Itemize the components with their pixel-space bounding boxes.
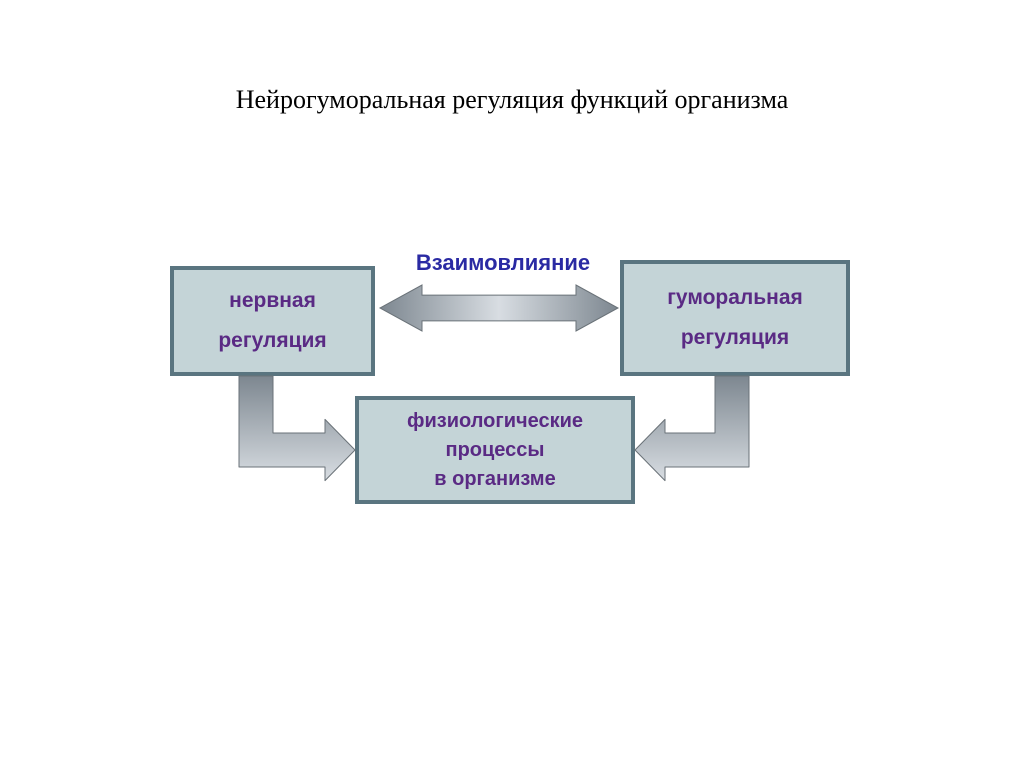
arrow-label-mutual-influence: Взаимовлияние xyxy=(388,250,618,276)
arrow-label-text: Взаимовлияние xyxy=(416,250,590,275)
node-label: в организме xyxy=(434,468,555,491)
node-label: гуморальная xyxy=(667,286,803,310)
node-label: физиологические xyxy=(407,410,583,433)
double-arrow-icon xyxy=(380,285,618,331)
curved-arrow-right-icon xyxy=(601,342,766,484)
diagram-canvas: нервная регуляция гуморальная регуляция … xyxy=(0,0,1024,768)
node-label: нервная xyxy=(229,289,316,313)
node-physiological-processes: физиологические процессы в организме xyxy=(355,396,635,504)
node-label: процессы xyxy=(446,439,545,462)
curved-arrow-left-icon xyxy=(222,342,389,484)
